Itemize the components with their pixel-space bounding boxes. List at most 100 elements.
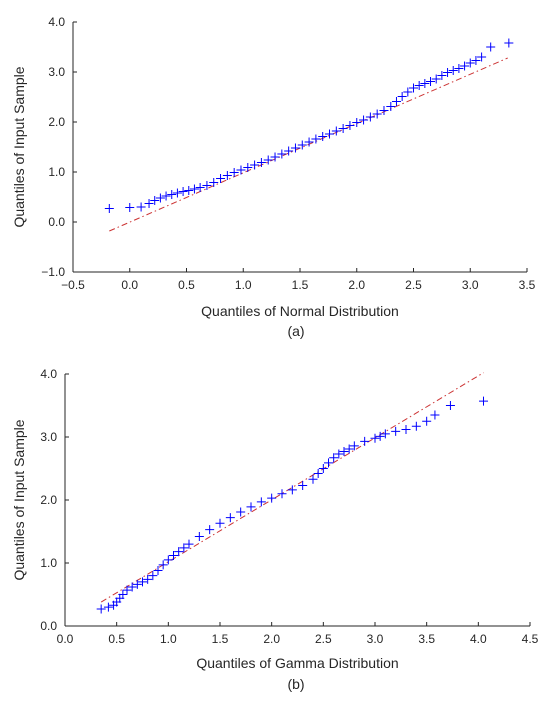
x-tick-label: 0.0 — [57, 632, 74, 646]
data-point-marker — [426, 77, 436, 86]
data-point-marker — [411, 421, 421, 431]
data-point-marker — [209, 178, 219, 187]
data-point-marker — [103, 602, 113, 612]
data-point-marker — [184, 539, 194, 549]
data-point-marker — [161, 191, 171, 201]
data-point-marker — [375, 431, 385, 441]
data-point-marker — [169, 550, 178, 560]
data-point-marker — [150, 196, 160, 205]
y-tick-label: 2.0 — [48, 115, 65, 129]
x-tick-label: 2.0 — [348, 278, 365, 292]
data-point-marker — [349, 441, 359, 451]
data-point-marker — [477, 52, 487, 62]
data-point-marker — [138, 577, 147, 587]
data-point-marker — [189, 184, 199, 194]
data-point-marker — [205, 525, 215, 535]
data-point-marker — [386, 102, 396, 111]
x-tick-label: 1.0 — [160, 632, 177, 646]
x-tick-label: 0.5 — [178, 278, 195, 292]
data-point-marker — [298, 481, 308, 491]
data-point-marker — [311, 134, 321, 144]
data-point-marker — [504, 38, 514, 48]
data-point-marker — [195, 183, 205, 192]
data-point-marker — [359, 115, 369, 125]
data-point-marker — [318, 132, 328, 141]
qq-plot-gamma-panel: 0.0 0.5 1.0 1.5 2.0 2.5 3.0 3.5 4.0 4.5 0.0 1.0 2.0 3… — [11, 367, 539, 692]
data-point-marker — [397, 92, 407, 101]
x-tick-label: 0.0 — [121, 278, 138, 292]
y-tick-label: 2.0 — [40, 493, 57, 507]
data-point-marker — [125, 203, 135, 212]
data-point-marker — [250, 160, 260, 170]
qq-plot-normal-panel: −0.5 0.0 0.5 1.0 1.5 2.0 2.5 3.0 3.5 −1.0 0.0 1.0 2.… — [11, 15, 536, 339]
data-point-marker — [184, 186, 194, 195]
y-tick-label: 0.0 — [40, 619, 57, 633]
data-point-marker — [437, 71, 447, 80]
data-point-marker — [144, 199, 154, 208]
data-point-marker — [339, 446, 349, 456]
y-tick-label: 4.0 — [48, 15, 65, 29]
data-point-marker — [263, 155, 273, 165]
x-tick-label: 2.5 — [315, 632, 332, 646]
data-point-marker — [277, 489, 287, 499]
data-point-marker — [136, 202, 146, 212]
data-point-marker — [454, 64, 464, 73]
data-point-marker — [304, 137, 314, 147]
data-point-marker — [471, 56, 481, 65]
data-point-marker — [122, 585, 132, 595]
data-point-marker — [318, 464, 328, 473]
data-point-marker — [414, 81, 424, 90]
panel-caption: (a) — [287, 323, 304, 339]
x-tick-label: 1.0 — [235, 278, 252, 292]
data-point-marker — [360, 436, 370, 446]
data-point-marker — [344, 444, 354, 454]
data-point-marker — [409, 83, 418, 93]
data-point-marker — [479, 396, 488, 406]
y-tick-label: 1.0 — [40, 556, 57, 570]
data-point-marker — [329, 453, 339, 463]
data-point-marker — [403, 87, 413, 97]
data-point-marker — [132, 579, 142, 589]
data-point-marker — [118, 590, 128, 599]
data-point-marker — [486, 42, 496, 52]
y-tick-label: 3.0 — [40, 430, 57, 444]
data-point-marker — [430, 410, 440, 420]
data-point-marker — [270, 152, 280, 162]
x-tick-label: −0.5 — [61, 278, 85, 292]
x-tick-label: 3.5 — [418, 632, 435, 646]
data-point-marker — [445, 401, 455, 410]
data-point-marker — [352, 118, 362, 127]
y-tick-label: 4.0 — [40, 367, 57, 381]
data-point-marker — [194, 532, 204, 542]
data-point-marker — [334, 449, 344, 459]
data-point-marker — [372, 109, 382, 119]
data-point-marker — [148, 571, 158, 581]
data-point-marker — [380, 429, 390, 439]
reference-line — [109, 57, 508, 232]
data-point-marker — [163, 555, 173, 565]
data-point-marker — [229, 168, 239, 177]
x-tick-label: 3.5 — [519, 278, 536, 292]
data-point-marker — [256, 497, 266, 507]
data-point-marker — [277, 149, 287, 159]
data-point-marker — [127, 582, 137, 592]
x-tick-label: 2.0 — [263, 632, 280, 646]
data-point-marker — [313, 469, 323, 479]
data-point-marker — [370, 433, 380, 443]
data-point-marker — [448, 66, 458, 75]
x-tick-label: 1.5 — [212, 632, 229, 646]
y-axis-title: Quantiles of Input Sample — [11, 66, 27, 227]
data-point-marker — [167, 190, 177, 199]
data-point-marker — [324, 458, 333, 468]
data-point-marker — [174, 547, 184, 557]
data-point-marker — [104, 204, 114, 213]
panel-caption: (b) — [287, 676, 304, 692]
data-point-marker — [420, 79, 430, 88]
data-point-marker — [297, 140, 307, 150]
data-point-marker — [216, 174, 226, 183]
data-point-marker — [236, 507, 246, 517]
data-point-marker — [401, 424, 411, 434]
data-point-marker — [287, 485, 297, 495]
data-point-marker — [222, 171, 232, 180]
